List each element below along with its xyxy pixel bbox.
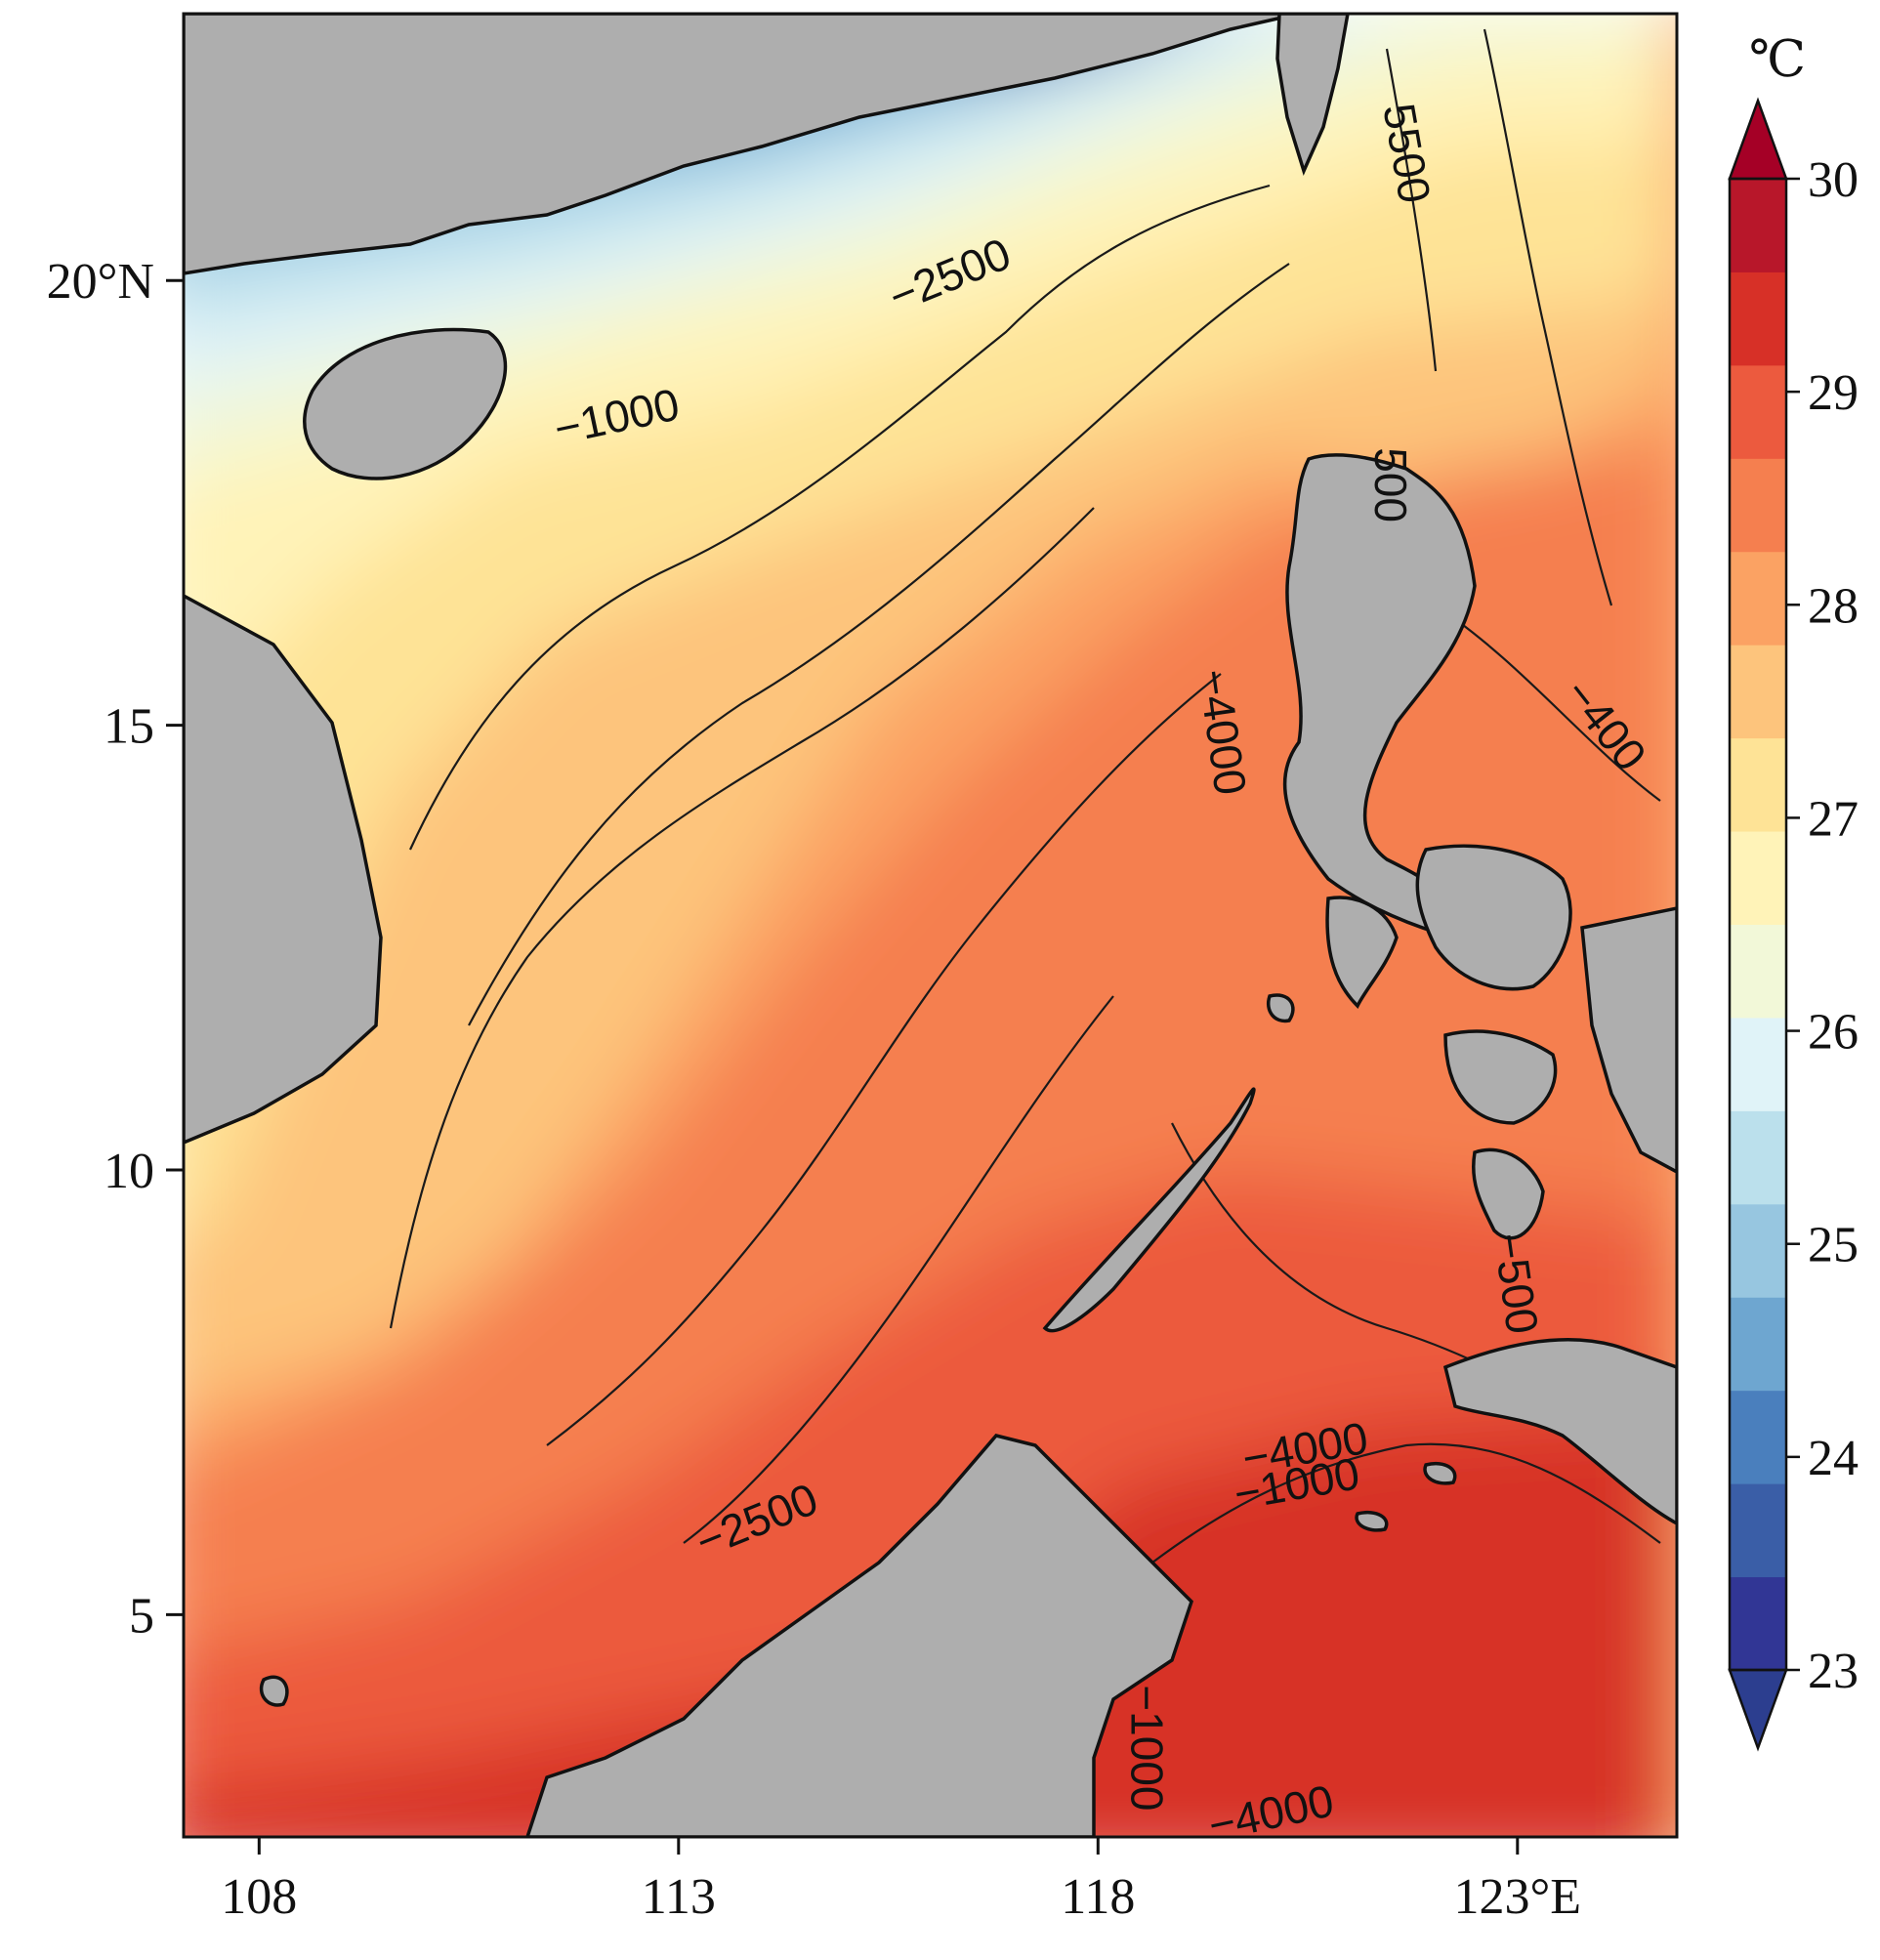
contour-line: [683, 995, 1114, 1544]
land-mindanao: [1442, 1337, 1677, 1525]
land-negros: [1471, 1147, 1545, 1240]
land-visayas: [1415, 844, 1572, 991]
land-islet: [1355, 1511, 1389, 1532]
land-palawan: [1042, 1087, 1256, 1333]
colorbar-swatch: [1730, 458, 1786, 553]
land-hainan: [303, 327, 508, 480]
colorbar-tick-label: 25: [1808, 1218, 1859, 1273]
colorbar-swatch: [1730, 1203, 1786, 1298]
land-islet: [1423, 1462, 1457, 1485]
colorbar-swatch: [1730, 551, 1786, 646]
x-tick-label: 118: [1061, 1869, 1135, 1925]
land-borneo: [525, 1434, 1194, 1837]
contour-line: [409, 184, 1271, 851]
x-axis: 108 113 118 123°E: [221, 1837, 1581, 1925]
contour-line: [1385, 48, 1438, 372]
x-tick-label: 113: [642, 1869, 716, 1925]
contour-line: [1435, 605, 1661, 802]
contour-line: [389, 507, 1095, 1329]
contour-line: [468, 263, 1290, 1026]
x-tick-label: 108: [221, 1869, 297, 1925]
land-panay: [1443, 1029, 1558, 1125]
land: [184, 14, 1677, 1837]
y-axis: 20°N 15 10 5: [47, 254, 184, 1644]
colorbar-tick-label: 23: [1808, 1644, 1859, 1699]
colorbar-frame: [1728, 177, 1788, 1672]
contour-line: [1483, 28, 1613, 606]
land-islet: [259, 1675, 289, 1707]
colorbar-swatch: [1730, 1110, 1786, 1205]
y-tick-label: 20°N: [47, 254, 154, 310]
y-tick-label: 15: [104, 699, 154, 755]
contour-line: [546, 673, 1222, 1446]
land-indochina: [184, 594, 383, 1145]
colorbar-swatch: [1730, 924, 1786, 1019]
y-tick-label: 10: [104, 1144, 154, 1199]
colorbar-tick-label: 24: [1808, 1431, 1859, 1486]
colorbar-swatch: [1730, 737, 1786, 832]
sst-band-29-5: [184, 1406, 1677, 1837]
contour-label: 500: [1365, 447, 1416, 522]
land-mindoro: [1325, 896, 1399, 1009]
colorbar-swatch: [1730, 645, 1786, 739]
colorbar-swatch: [1730, 1576, 1786, 1671]
colorbar-ticks: 30 29 28 27 26 25 24 23: [1786, 152, 1859, 1699]
x-tick-label: 123°E: [1454, 1869, 1582, 1925]
colorbar-swatch: [1730, 271, 1786, 366]
colorbar: ℃ 30 29 28 27 26 25 24 23: [1728, 32, 1859, 1752]
colorbar-tick-label: 28: [1808, 578, 1859, 634]
colorbar-swatch: [1730, 1297, 1786, 1392]
land-islet: [1267, 993, 1295, 1023]
colorbar-under-arrow: [1728, 1668, 1788, 1752]
colorbar-tick-label: 26: [1808, 1005, 1859, 1061]
colorbar-tick-label: 30: [1808, 152, 1859, 208]
colorbar-swatch: [1730, 1017, 1786, 1111]
colorbar-swatch: [1730, 179, 1786, 272]
contour-line: [1151, 1442, 1661, 1564]
y-tick-label: 5: [129, 1588, 154, 1644]
colorbar-swatch: [1730, 1390, 1786, 1484]
colorbar-over-arrow: [1728, 97, 1788, 181]
land-south-china-coast: [184, 14, 1300, 275]
colorbar-tick-label: 29: [1808, 365, 1859, 421]
colorbar-swatch: [1730, 1483, 1786, 1578]
colorbar-swatch: [1730, 364, 1786, 459]
colorbar-swatch: [1730, 831, 1786, 925]
colorbar-swatches: [1730, 179, 1786, 1671]
land-taiwan: [1275, 14, 1350, 176]
land-samar-leyte: [1580, 906, 1677, 1174]
map-frame: [182, 12, 1679, 1839]
colorbar-unit: ℃: [1749, 32, 1806, 88]
colorbar-tick-label: 27: [1808, 791, 1859, 847]
contour-label: −1000: [1122, 1685, 1173, 1811]
map-panel: [184, 14, 1677, 1837]
